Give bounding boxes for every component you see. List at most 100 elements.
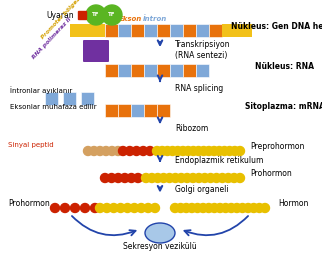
Bar (118, 104, 131, 117)
Bar (157, 24, 170, 37)
Circle shape (238, 204, 247, 213)
Circle shape (230, 174, 239, 183)
Bar (183, 64, 196, 77)
Bar (118, 24, 131, 37)
Bar (105, 24, 118, 37)
Circle shape (141, 174, 150, 183)
Circle shape (83, 146, 92, 155)
Circle shape (178, 146, 187, 155)
Bar (157, 64, 170, 77)
Circle shape (102, 204, 111, 213)
Circle shape (187, 204, 196, 213)
Text: Transkripsiyon
(RNA sentezi): Transkripsiyon (RNA sentezi) (175, 40, 231, 60)
Circle shape (165, 174, 174, 183)
Circle shape (189, 146, 198, 155)
Text: İntronlar ayıklanır: İntronlar ayıklanır (10, 86, 72, 94)
Text: Preprohormon: Preprohormon (250, 142, 304, 151)
Text: RNA splicing: RNA splicing (175, 84, 223, 93)
Circle shape (102, 5, 122, 25)
Bar (196, 24, 209, 37)
Circle shape (86, 5, 106, 25)
Circle shape (100, 174, 109, 183)
Circle shape (220, 146, 229, 155)
Bar (170, 64, 183, 77)
Bar (144, 104, 157, 117)
Ellipse shape (145, 223, 175, 243)
Text: Ekson: Ekson (118, 16, 142, 22)
Circle shape (204, 204, 213, 213)
Circle shape (171, 204, 179, 213)
Circle shape (137, 204, 146, 213)
Circle shape (153, 146, 162, 155)
Circle shape (90, 146, 99, 155)
Circle shape (107, 174, 116, 183)
Bar (63, 92, 76, 105)
Text: TF: TF (108, 13, 116, 18)
Circle shape (80, 204, 90, 213)
Circle shape (235, 174, 244, 183)
Bar (183, 24, 196, 37)
Circle shape (210, 146, 219, 155)
Circle shape (176, 204, 185, 213)
Text: Promoter bölgesi: Promoter bölgesi (41, 0, 83, 40)
Circle shape (96, 146, 105, 155)
Text: Hormon: Hormon (278, 199, 308, 208)
Text: Ribozom: Ribozom (175, 124, 208, 133)
Circle shape (71, 204, 80, 213)
Bar (105, 64, 118, 77)
Circle shape (204, 146, 213, 155)
Circle shape (235, 146, 244, 155)
Circle shape (210, 204, 219, 213)
Text: Sitoplazma: mRNA: Sitoplazma: mRNA (245, 102, 322, 111)
FancyBboxPatch shape (83, 40, 109, 62)
Circle shape (118, 146, 128, 155)
Circle shape (130, 204, 139, 213)
Bar (196, 64, 209, 77)
Bar (118, 64, 131, 77)
Circle shape (127, 174, 136, 183)
Text: TF: TF (92, 13, 100, 18)
Circle shape (206, 174, 215, 183)
Circle shape (144, 204, 153, 213)
Text: RNA polimeraz II: RNA polimeraz II (32, 17, 72, 60)
Circle shape (163, 146, 172, 155)
Circle shape (244, 204, 253, 213)
Circle shape (125, 146, 134, 155)
Text: Nükleus: RNA: Nükleus: RNA (255, 62, 315, 71)
Circle shape (200, 174, 209, 183)
Text: Prohormon: Prohormon (8, 199, 50, 208)
Circle shape (108, 146, 117, 155)
Text: Sinyal peptid: Sinyal peptid (8, 142, 54, 148)
Bar (131, 24, 144, 37)
Circle shape (147, 174, 156, 183)
Circle shape (51, 204, 60, 213)
Text: Sekresyon vezikülü: Sekresyon vezikülü (123, 242, 197, 251)
Circle shape (90, 204, 99, 213)
Circle shape (139, 146, 148, 155)
Circle shape (182, 204, 191, 213)
Circle shape (168, 146, 177, 155)
Text: Endoplazmik retikulum: Endoplazmik retikulum (175, 156, 263, 165)
Circle shape (116, 204, 125, 213)
Circle shape (249, 204, 258, 213)
Circle shape (212, 174, 221, 183)
Bar (45, 92, 58, 105)
Circle shape (96, 204, 105, 213)
Circle shape (194, 146, 203, 155)
Bar (131, 64, 144, 77)
Text: İntron: İntron (143, 15, 167, 22)
Circle shape (183, 174, 192, 183)
Circle shape (171, 174, 180, 183)
Circle shape (109, 204, 118, 213)
Circle shape (173, 146, 182, 155)
Circle shape (188, 174, 197, 183)
Text: Uyaran: Uyaran (46, 11, 74, 19)
Bar (131, 104, 144, 117)
Circle shape (101, 146, 110, 155)
Bar (81, 92, 94, 105)
Circle shape (232, 204, 242, 213)
Circle shape (113, 146, 122, 155)
Circle shape (61, 204, 70, 213)
Circle shape (153, 174, 162, 183)
Text: Prohormon: Prohormon (250, 169, 292, 178)
